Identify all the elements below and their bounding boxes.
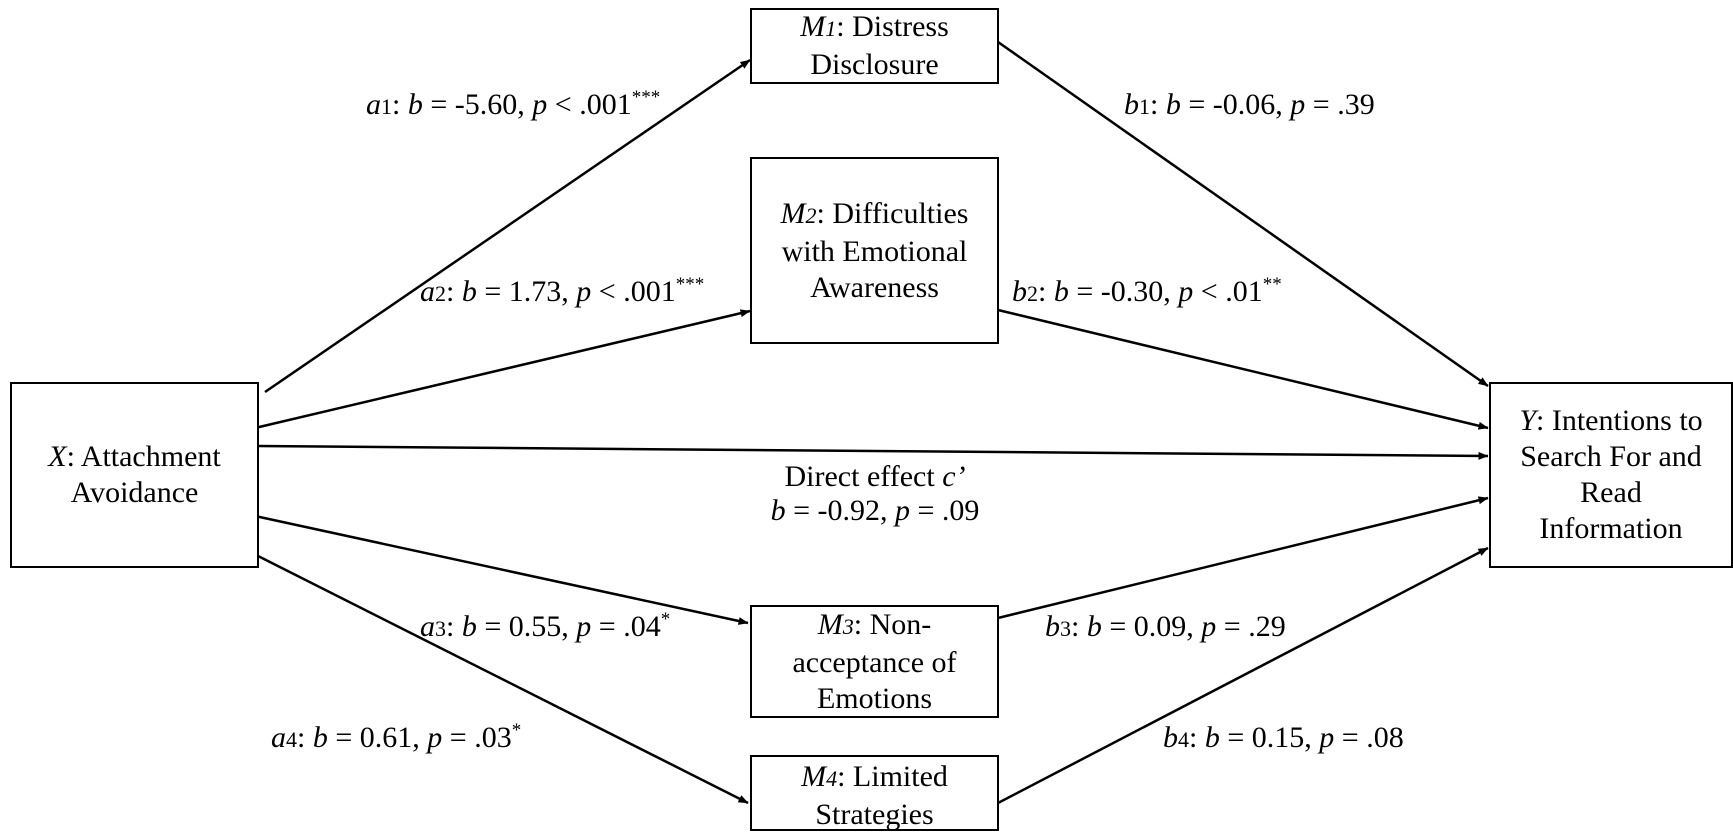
node-m1-letter: M [800, 10, 826, 43]
arrow-b1 [997, 40, 1489, 388]
node-x-attachment-avoidance: X: Attachment Avoidance [10, 382, 259, 568]
label-b4-p-value: .08 [1366, 721, 1404, 754]
label-a4-b-value: 0.61 [359, 721, 413, 754]
node-m4-letter: M [801, 760, 827, 793]
label-b3-b-value: 0.09 [1133, 610, 1187, 643]
node-y-letter: Y [1519, 404, 1537, 437]
node-y-text: : Intentions to Search For and Read Info… [1520, 404, 1703, 545]
node-x-letter: X [48, 440, 67, 473]
node-x-text: : Attachment Avoidance [66, 440, 221, 509]
arrow-b4 [997, 546, 1489, 805]
label-direct-symbol: c’ [942, 460, 966, 493]
node-m2-difficulties-emotional-awareness: M2: Difficulties with Emotional Awarenes… [750, 157, 999, 344]
label-b2-stars: ** [1262, 274, 1282, 295]
label-b3-p-value: .29 [1248, 610, 1286, 643]
label-a1-p-value: .001 [579, 88, 632, 121]
label-b4: b4: b = 0.15, p = .08 [1163, 721, 1404, 754]
label-a4-p-value: .03 [474, 721, 512, 754]
node-m3-nonacceptance-emotions: M3: Non-acceptance of Emotions [750, 605, 999, 718]
arrow-a3 [254, 514, 749, 625]
node-m2-sub: 2 [805, 202, 817, 228]
node-m3-text: : Non-acceptance of Emotions [792, 607, 957, 715]
node-m1-sub: 1 [825, 16, 837, 41]
arrow-b3 [997, 496, 1489, 620]
label-a1: a1: b = -5.60, p < .001*** [366, 87, 661, 121]
label-a3-stars: * [660, 609, 671, 630]
label-a4: a4: b = 0.61, p = .03* [271, 720, 522, 754]
node-m4-text: : Limited Strategies [815, 760, 948, 831]
label-b2: b2: b = -0.30, p < .01** [1012, 274, 1282, 308]
node-m1-text: : Distress Disclosure [810, 10, 949, 81]
label-a3-b-value: 0.55 [508, 610, 562, 643]
label-a1-b-value: -5.60 [454, 88, 518, 121]
node-y-intentions: Y: Intentions to Search For and Read Inf… [1489, 382, 1733, 568]
label-a3: a3: b = 0.55, p = .04* [420, 609, 671, 643]
label-direct-b-value: -0.92 [817, 494, 881, 527]
label-b1-b-value: -0.06 [1212, 88, 1276, 121]
label-direct-title: Direct effect [784, 460, 943, 493]
label-a3-p-value: .04 [623, 610, 661, 643]
arrow-a4 [257, 554, 749, 805]
node-m4-limited-strategies: M4: Limited Strategies [750, 755, 999, 831]
node-m2-text: : Difficulties with Emotional Awareness [781, 196, 969, 304]
label-a1-stars: *** [631, 87, 661, 108]
label-a4-stars: * [511, 720, 522, 741]
label-b2-b-value: -0.30 [1100, 275, 1164, 308]
arrow-direct [257, 444, 1489, 460]
arrow-a1 [264, 58, 751, 394]
arrow-a2 [254, 309, 751, 430]
label-direct-p-value: .09 [941, 494, 980, 527]
label-b1: b1: b = -0.06, p = .39 [1124, 88, 1375, 121]
node-m2-letter: M [780, 196, 806, 230]
node-m1-distress-disclosure: M1: Distress Disclosure [750, 8, 999, 84]
label-a2: a2: b = 1.73, p < .001*** [420, 274, 705, 308]
node-m4-sub: 4 [826, 766, 838, 791]
arrow-b2 [997, 308, 1489, 430]
label-a2-stars: *** [675, 274, 705, 295]
label-direct-effect: Direct effect c’ b = -0.92, p = .09 [770, 460, 980, 527]
label-b1-p-value: .39 [1337, 88, 1375, 121]
node-m3-sub: 3 [842, 613, 854, 639]
label-b3: b3: b = 0.09, p = .29 [1045, 610, 1286, 643]
label-a2-p-value: .001 [623, 275, 676, 308]
label-a2-b-value: 1.73 [508, 275, 562, 308]
node-m3-letter: M [817, 607, 843, 641]
label-b4-b-value: 0.15 [1251, 721, 1305, 754]
label-b2-p-value: .01 [1225, 275, 1263, 308]
